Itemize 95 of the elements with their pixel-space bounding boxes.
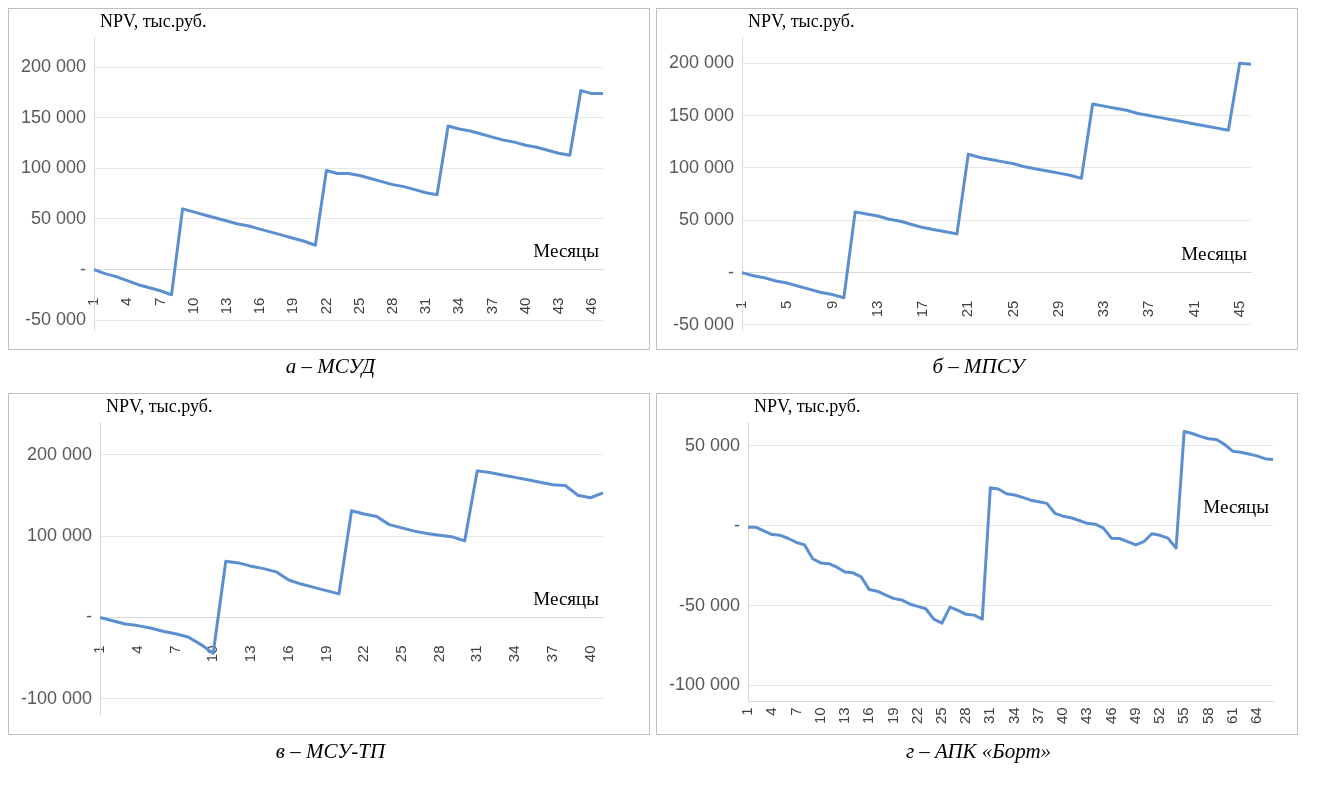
x-axis-title: Месяцы [1203,496,1270,518]
x-tick-label: 17 [913,300,931,318]
x-tick-label: 7 [165,645,183,654]
x-tick-label: 21 [958,300,976,318]
x-tick-label: 33 [1094,300,1112,318]
x-tick-label: 49 [1125,707,1143,724]
y-axis-title: NPV, тыс.руб. [106,395,213,416]
x-tick-label: 25 [349,297,367,315]
x-axis-title: Месяцы [533,587,600,609]
y-tick-label: - [734,514,741,535]
x-tick-label: 16 [250,297,268,315]
x-tick-label: 10 [183,297,201,315]
x-tick-label: 16 [278,645,296,663]
y-tick-label: 200 000 [668,52,735,73]
x-tick-label: 34 [1004,707,1022,724]
y-axis-title: NPV, тыс.руб. [748,10,855,31]
text: а – МСУД [284,354,377,379]
text: б – МПСУ [931,354,1028,379]
x-tick-label: 28 [382,297,400,315]
y-tick-label: 50 000 [685,434,741,455]
y-tick-label: 150 000 [20,106,87,127]
x-tick-label: 37 [1139,300,1157,318]
x-tick-label: 19 [316,645,334,663]
y-tick-label: - [728,261,735,282]
x-tick-label: 46 [582,297,600,315]
x-tick-label: 4 [117,297,135,306]
y-axis-title: NPV, тыс.руб. [754,395,861,416]
x-tick-label: 58 [1198,707,1216,724]
y-tick-label: -50 000 [25,309,87,330]
x-tick-label: 37 [482,297,500,315]
x-tick-label: 43 [548,297,566,315]
x-tick-label: 7 [150,297,168,306]
x-tick-label: 10 [810,707,828,724]
y-tick-label: -50 000 [679,594,741,615]
x-tick-label: 64 [1246,707,1264,724]
x-tick-label: 19 [283,297,301,315]
x-tick-label: 34 [505,645,523,663]
x-tick-label: 19 [883,707,901,724]
x-tick-label: 7 [786,707,804,716]
x-tick-label: 22 [907,707,925,724]
x-tick-label: 25 [932,707,950,724]
x-tick-label: 16 [859,707,877,724]
x-tick-label: 31 [416,297,434,315]
x-tick-label: 61 [1222,707,1240,724]
x-tick-label: 28 [956,707,974,724]
x-tick-label: 13 [835,707,853,724]
y-tick-label: 50 000 [679,209,735,230]
x-tick-label: 13 [867,300,885,318]
y-axis-title: NPV, тыс.руб. [100,10,207,31]
x-tick-label: 25 [391,645,409,663]
x-axis-title: Месяцы [1181,243,1248,265]
x-tick-label: 28 [429,645,447,663]
x-tick-label: 22 [354,645,372,663]
x-tick-label: 4 [127,645,145,654]
x-tick-label: 1 [90,645,108,654]
y-tick-label: - [80,258,87,279]
x-tick-label: 13 [216,297,234,315]
x-tick-label: 37 [542,645,560,663]
y-tick-label: 150 000 [668,104,735,125]
y-tick-label: 200 000 [20,56,87,77]
x-tick-label: 22 [316,297,334,315]
y-tick-label: - [86,606,93,627]
y-tick-label: 100 000 [26,524,93,545]
y-tick-label: 50 000 [31,207,87,228]
x-tick-label: 25 [1003,300,1021,318]
y-tick-label: -50 000 [673,313,735,334]
x-tick-label: 1 [84,297,102,306]
x-tick-label: 40 [580,645,598,663]
y-tick-label: -100 000 [21,687,93,708]
x-tick-label: 52 [1150,707,1168,724]
y-tick-label: 100 000 [668,156,735,177]
x-tick-label: 1 [738,707,756,716]
x-axis-title: Месяцы [533,240,600,262]
x-tick-label: 40 [515,297,533,315]
text: г – АПК «Борт» [904,739,1053,764]
x-tick-label: 1 [732,300,750,309]
x-tick-label: 55 [1174,707,1192,724]
x-tick-label: 9 [822,300,840,309]
x-tick-label: 5 [777,300,795,309]
x-tick-label: 31 [980,707,998,724]
x-tick-label: 43 [1077,707,1095,724]
y-tick-label: -100 000 [669,674,741,695]
x-tick-label: 13 [241,645,259,663]
x-tick-label: 41 [1184,300,1202,318]
text: в – МСУ-ТП [274,739,387,764]
x-tick-label: 4 [762,707,780,716]
x-tick-label: 37 [1028,707,1046,724]
y-tick-label: 200 000 [26,443,93,464]
x-tick-label: 46 [1101,707,1119,724]
x-tick-label: 29 [1048,300,1066,318]
x-tick-label: 31 [467,645,485,663]
x-tick-label: 34 [449,297,467,315]
y-tick-label: 100 000 [20,157,87,178]
x-tick-label: 45 [1229,300,1247,318]
x-tick-label: 40 [1053,707,1071,724]
